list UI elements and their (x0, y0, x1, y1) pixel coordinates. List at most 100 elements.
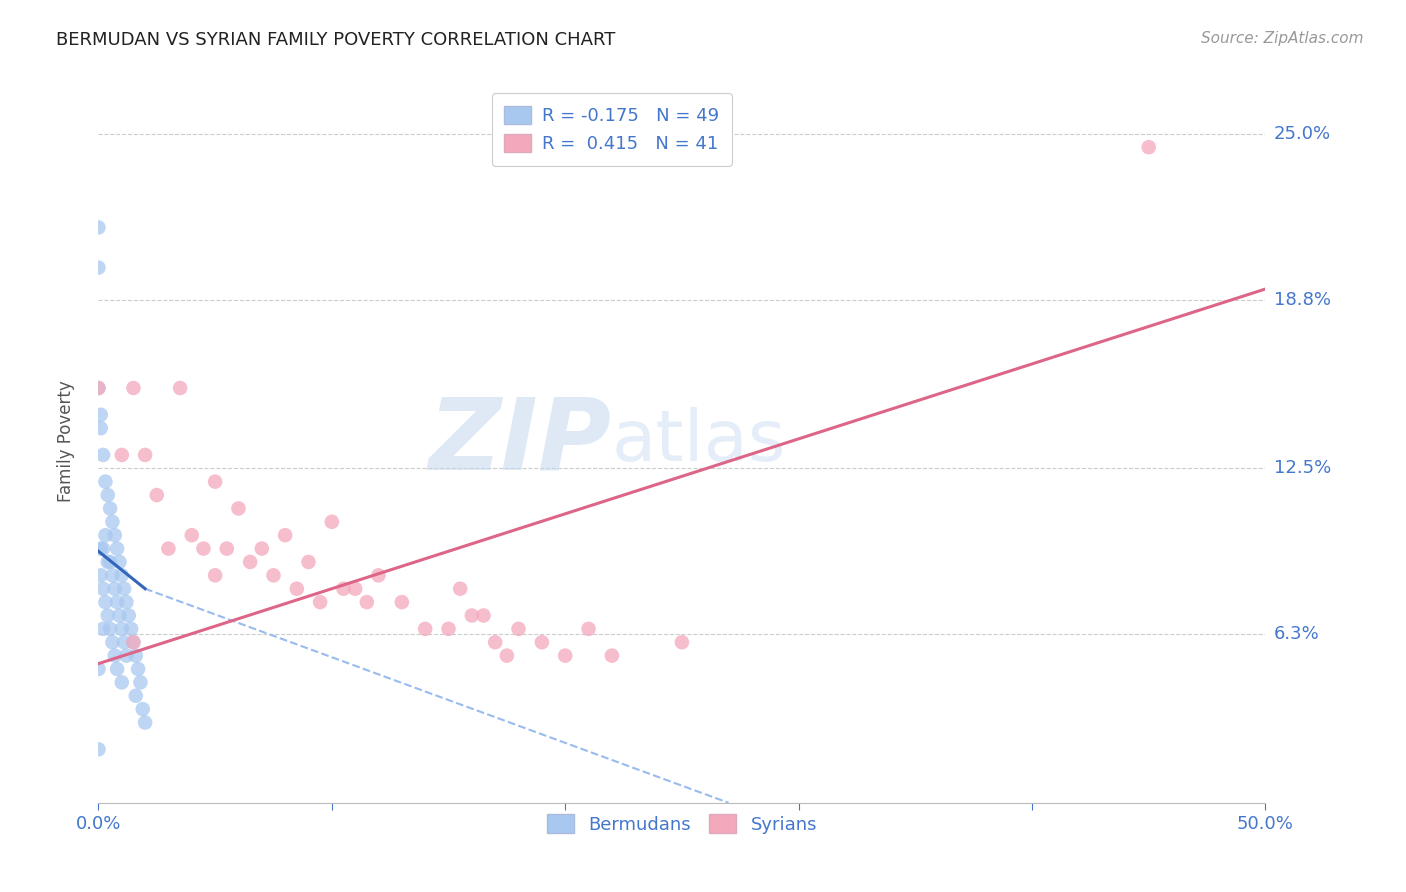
Point (321, 515, 343, 529)
Point (157, 541, 180, 556)
Point (129, 675, 152, 690)
Point (87, 381, 110, 395)
Point (122, 381, 145, 395)
Point (91, 582, 114, 596)
Point (356, 595, 378, 609)
Text: BERMUDAN VS SYRIAN FAMILY POVERTY CORRELATION CHART: BERMUDAN VS SYRIAN FAMILY POVERTY CORREL… (56, 31, 616, 49)
Point (285, 582, 308, 596)
Point (332, 582, 354, 596)
Point (262, 568, 284, 582)
Point (413, 622, 436, 636)
Point (97, 555, 120, 569)
Point (94, 475, 117, 489)
Point (90, 568, 112, 582)
Point (554, 648, 576, 663)
Point (297, 555, 319, 569)
Point (98, 555, 121, 569)
Text: 6.3%: 6.3% (1274, 625, 1319, 643)
Point (461, 608, 484, 623)
Point (449, 582, 471, 596)
Point (146, 488, 169, 502)
Text: Source: ZipAtlas.com: Source: ZipAtlas.com (1201, 31, 1364, 46)
Point (111, 448, 134, 462)
Point (204, 475, 226, 489)
Point (344, 582, 367, 596)
Point (105, 541, 128, 556)
Point (104, 582, 127, 596)
Point (98, 501, 121, 516)
Point (91, 448, 114, 462)
Point (309, 595, 332, 609)
Point (87, 662, 110, 676)
Text: atlas: atlas (612, 407, 786, 476)
Point (127, 662, 149, 676)
Point (91, 541, 114, 556)
Point (112, 582, 135, 596)
Point (508, 622, 530, 636)
Point (600, 648, 623, 663)
Point (112, 635, 135, 649)
Point (104, 528, 127, 542)
Point (125, 648, 148, 663)
Point (111, 568, 134, 582)
Text: 12.5%: 12.5% (1274, 459, 1331, 477)
Point (90, 541, 112, 556)
Point (122, 635, 145, 649)
Point (104, 648, 127, 663)
Point (87, 220, 110, 235)
Point (101, 635, 124, 649)
Point (94, 528, 117, 542)
Point (90, 408, 112, 422)
Point (87, 381, 110, 395)
Point (111, 622, 134, 636)
Point (90, 421, 112, 435)
Point (98, 622, 121, 636)
Point (250, 541, 273, 556)
Point (391, 595, 413, 609)
Point (367, 568, 389, 582)
Point (120, 622, 142, 636)
Point (122, 635, 145, 649)
Point (134, 448, 156, 462)
Point (239, 555, 262, 569)
Text: ZIP: ZIP (429, 393, 612, 490)
Point (97, 488, 120, 502)
Point (472, 608, 495, 623)
Point (578, 622, 600, 636)
Point (671, 635, 693, 649)
Point (87, 742, 110, 756)
Point (125, 689, 148, 703)
Point (87, 260, 110, 275)
Point (193, 541, 215, 556)
Text: 25.0%: 25.0% (1274, 125, 1331, 143)
Point (115, 648, 138, 663)
Legend: Bermudans, Syrians: Bermudans, Syrians (533, 800, 831, 848)
Point (484, 635, 506, 649)
Point (115, 595, 138, 609)
Point (101, 568, 124, 582)
Point (204, 568, 226, 582)
Y-axis label: Family Poverty: Family Poverty (56, 381, 75, 502)
Point (437, 622, 460, 636)
Point (215, 541, 238, 556)
Point (94, 595, 117, 609)
Point (496, 648, 519, 663)
Point (228, 501, 250, 516)
Point (111, 675, 134, 690)
Point (108, 555, 131, 569)
Point (180, 528, 202, 542)
Point (97, 608, 120, 623)
Point (105, 595, 128, 609)
Point (118, 608, 141, 623)
Text: 18.8%: 18.8% (1274, 291, 1330, 309)
Point (530, 635, 553, 649)
Point (169, 381, 191, 395)
Point (1137, 140, 1160, 154)
Point (91, 622, 114, 636)
Point (274, 528, 297, 542)
Point (132, 702, 155, 716)
Point (105, 662, 128, 676)
Point (108, 608, 131, 623)
Point (101, 515, 124, 529)
Point (134, 715, 156, 730)
